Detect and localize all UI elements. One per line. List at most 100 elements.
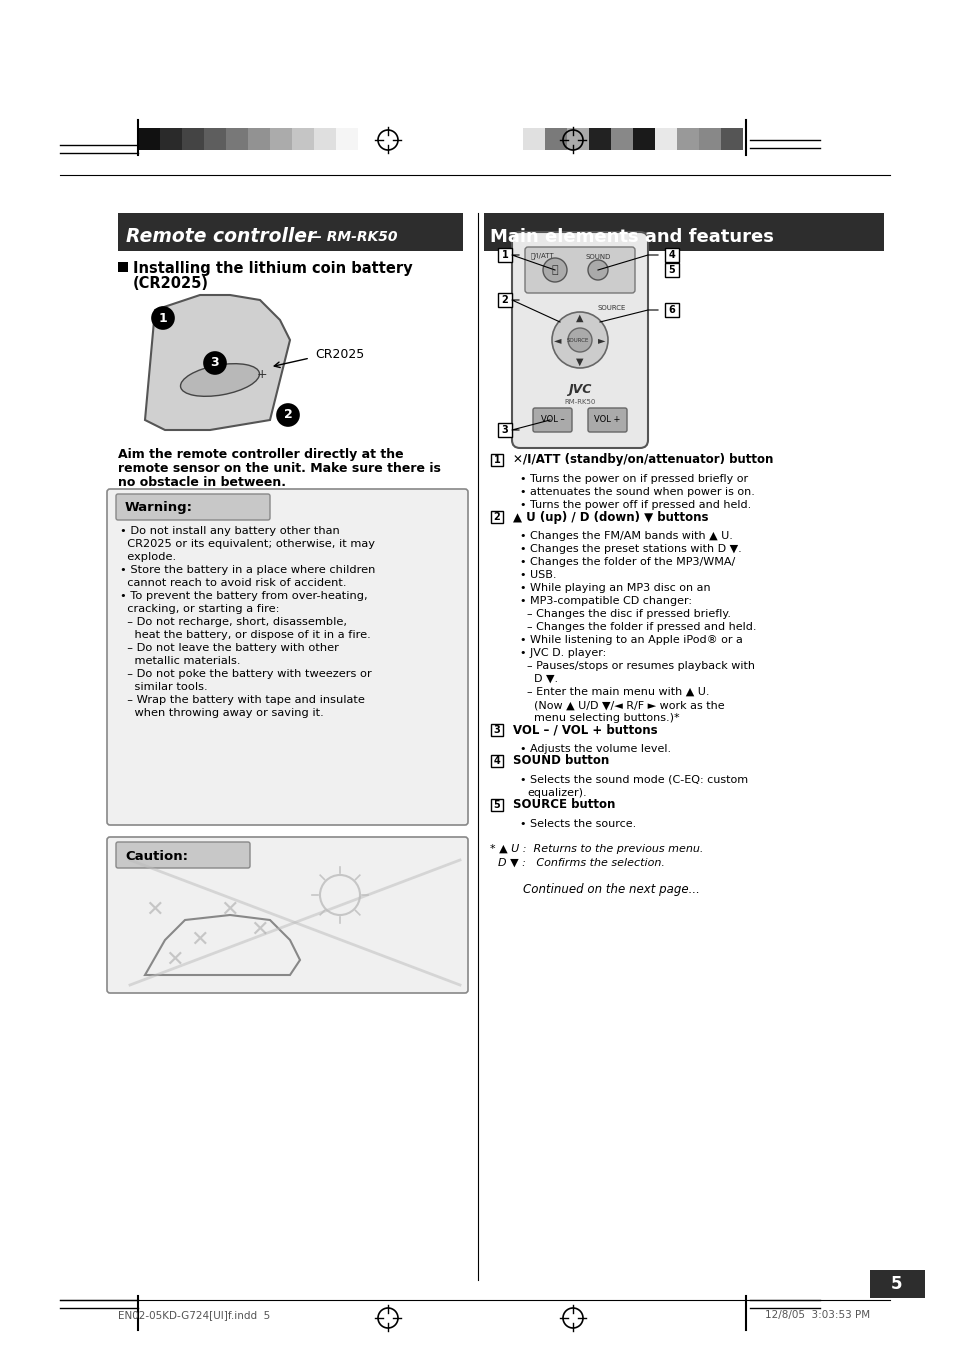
Text: 4: 4 — [668, 250, 675, 259]
Bar — [483, 213, 883, 251]
Text: metallic materials.: metallic materials. — [120, 657, 240, 666]
Bar — [633, 128, 655, 150]
Bar — [497, 293, 512, 307]
Text: • Turns the power off if pressed and held.: • Turns the power off if pressed and hel… — [519, 500, 750, 509]
Text: ✕: ✕ — [251, 920, 269, 940]
Text: ⏻/I/ATT: ⏻/I/ATT — [530, 253, 554, 259]
Circle shape — [587, 259, 607, 280]
Bar — [491, 511, 502, 523]
Text: no obstacle in between.: no obstacle in between. — [118, 476, 286, 489]
Circle shape — [204, 353, 226, 374]
Text: ⏻: ⏻ — [551, 265, 558, 276]
Text: heat the battery, or dispose of it in a fire.: heat the battery, or dispose of it in a … — [120, 630, 371, 640]
Text: EN02-05KD-G724[UI]f.indd  5: EN02-05KD-G724[UI]f.indd 5 — [118, 1310, 270, 1320]
Text: 3: 3 — [493, 725, 500, 735]
Bar — [335, 128, 357, 150]
Text: 6: 6 — [668, 305, 675, 315]
Text: VOL –: VOL – — [540, 416, 564, 424]
Text: ▲ U (up) / D (down) ▼ buttons: ▲ U (up) / D (down) ▼ buttons — [513, 511, 708, 523]
Text: Remote controller: Remote controller — [126, 227, 315, 246]
Text: 4: 4 — [493, 757, 500, 766]
FancyBboxPatch shape — [107, 838, 468, 993]
Text: 3: 3 — [211, 357, 219, 370]
Text: Warning:: Warning: — [125, 501, 193, 515]
Text: VOL – / VOL + buttons: VOL – / VOL + buttons — [513, 724, 657, 736]
Text: • Changes the preset stations with D ▼.: • Changes the preset stations with D ▼. — [519, 544, 741, 554]
Bar — [664, 249, 679, 262]
Text: 5: 5 — [890, 1275, 902, 1293]
Text: Installing the lithium coin battery: Installing the lithium coin battery — [132, 261, 413, 276]
FancyBboxPatch shape — [116, 842, 250, 867]
Bar — [497, 249, 512, 262]
Bar — [204, 128, 226, 150]
Ellipse shape — [180, 363, 259, 396]
Text: SOUND button: SOUND button — [513, 754, 609, 767]
Bar — [566, 128, 588, 150]
Text: ✕: ✕ — [166, 950, 184, 970]
Text: 5: 5 — [668, 265, 675, 276]
Bar — [664, 303, 679, 317]
Bar — [522, 128, 544, 150]
Text: * ▲ U :  Returns to the previous menu.: * ▲ U : Returns to the previous menu. — [490, 844, 702, 854]
Polygon shape — [145, 295, 290, 430]
Text: cracking, or starting a fire:: cracking, or starting a fire: — [120, 604, 279, 613]
Circle shape — [552, 312, 607, 367]
Circle shape — [276, 404, 298, 426]
Text: – Changes the disc if pressed briefly.: – Changes the disc if pressed briefly. — [526, 609, 730, 619]
Bar — [677, 128, 699, 150]
Text: • MP3-compatible CD changer:: • MP3-compatible CD changer: — [519, 596, 691, 607]
Bar — [160, 128, 182, 150]
Text: • Selects the source.: • Selects the source. — [519, 819, 636, 830]
Text: ◄: ◄ — [554, 335, 561, 345]
Text: (CR2025): (CR2025) — [132, 276, 209, 290]
Text: CR2025 or its equivalent; otherwise, it may: CR2025 or its equivalent; otherwise, it … — [120, 539, 375, 549]
FancyBboxPatch shape — [116, 494, 270, 520]
Bar — [664, 263, 679, 277]
Bar — [491, 724, 502, 736]
Bar — [118, 262, 128, 272]
Bar — [610, 128, 633, 150]
Text: menu selecting buttons.)*: menu selecting buttons.)* — [526, 713, 679, 723]
Text: Continued on the next page...: Continued on the next page... — [522, 884, 700, 896]
Text: explode.: explode. — [120, 553, 176, 562]
Text: remote sensor on the unit. Make sure there is: remote sensor on the unit. Make sure the… — [118, 462, 440, 476]
Text: JVC: JVC — [568, 384, 591, 396]
Bar — [182, 128, 204, 150]
Bar — [248, 128, 270, 150]
Text: ✕/I/ATT (standby/on/attenuator) button: ✕/I/ATT (standby/on/attenuator) button — [513, 454, 773, 466]
Text: ✕: ✕ — [191, 929, 209, 950]
Text: • Adjusts the volume level.: • Adjusts the volume level. — [519, 744, 670, 754]
FancyBboxPatch shape — [512, 232, 647, 449]
Text: +: + — [256, 369, 267, 381]
Bar — [588, 128, 610, 150]
Bar — [491, 454, 502, 466]
Text: • Selects the sound mode (C-EQ: custom: • Selects the sound mode (C-EQ: custom — [519, 775, 747, 785]
Text: • Do not install any battery other than: • Do not install any battery other than — [120, 526, 339, 536]
Text: • While listening to an Apple iPod® or a: • While listening to an Apple iPod® or a — [519, 635, 742, 644]
Text: 3: 3 — [501, 426, 508, 435]
Text: VOL +: VOL + — [593, 416, 619, 424]
Text: D ▼ :   Confirms the selection.: D ▼ : Confirms the selection. — [497, 858, 664, 867]
Text: – Enter the main menu with ▲ U.: – Enter the main menu with ▲ U. — [526, 688, 709, 697]
FancyBboxPatch shape — [524, 247, 635, 293]
Text: 2: 2 — [493, 512, 500, 521]
Text: • USB.: • USB. — [519, 570, 556, 580]
Text: • Changes the folder of the MP3/WMA/: • Changes the folder of the MP3/WMA/ — [519, 557, 735, 567]
Bar — [497, 423, 512, 436]
Text: – Wrap the battery with tape and insulate: – Wrap the battery with tape and insulat… — [120, 694, 364, 705]
Text: • Store the battery in a place where children: • Store the battery in a place where chi… — [120, 565, 375, 576]
Text: Main elements and features: Main elements and features — [490, 228, 773, 246]
Circle shape — [152, 307, 173, 330]
Text: – Do not leave the battery with other: – Do not leave the battery with other — [120, 643, 338, 653]
Text: 2: 2 — [283, 408, 292, 422]
Bar — [226, 128, 248, 150]
Text: SOUND: SOUND — [585, 254, 610, 259]
Bar — [869, 1270, 924, 1298]
Text: SOURCE button: SOURCE button — [513, 798, 615, 812]
Circle shape — [542, 258, 566, 282]
Text: 5: 5 — [493, 800, 500, 811]
Bar — [118, 213, 462, 251]
Text: SOURCE: SOURCE — [566, 338, 589, 343]
Bar — [655, 128, 677, 150]
Text: – Changes the folder if pressed and held.: – Changes the folder if pressed and held… — [526, 621, 756, 632]
